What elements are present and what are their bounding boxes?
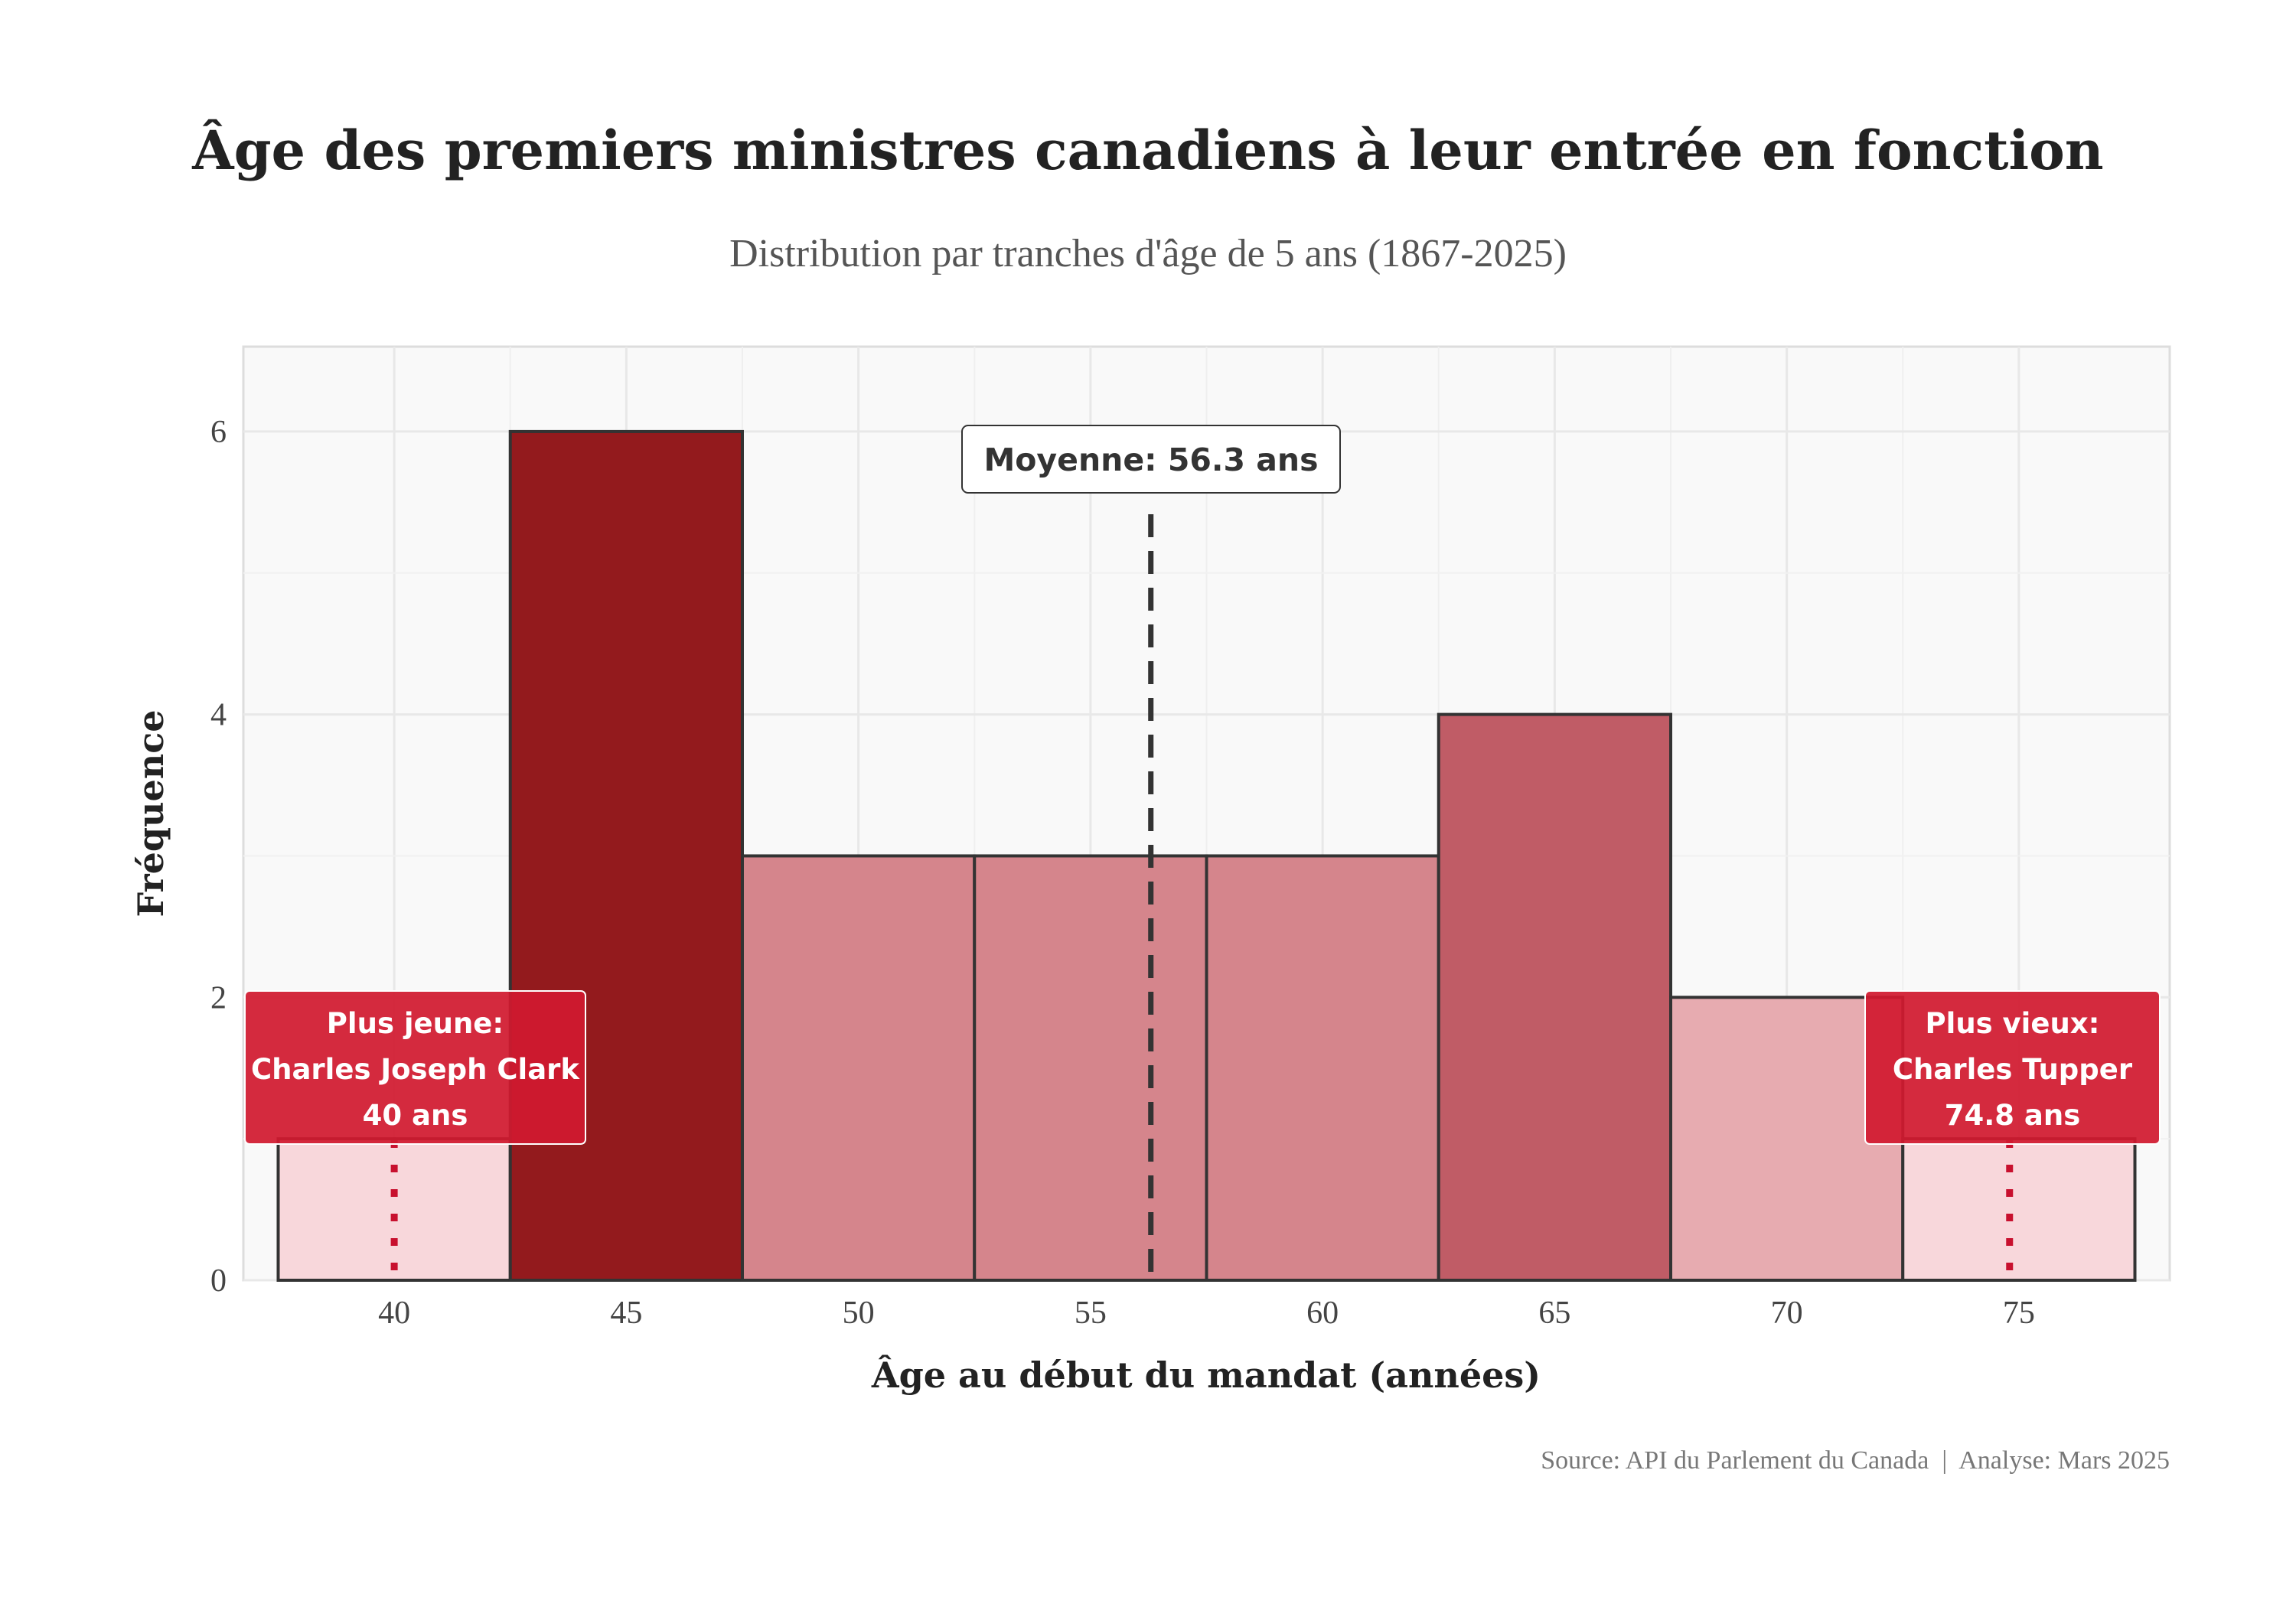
x-tick-label: 55 xyxy=(1075,1296,1107,1331)
youngest-label-line1: Plus jeune: xyxy=(327,1007,504,1040)
source-caption: Source: API du Parlement du Canada | Ana… xyxy=(1541,1446,2170,1475)
histogram-bar xyxy=(1205,854,1440,1283)
y-tick-label: 6 xyxy=(210,415,227,450)
histogram-bar xyxy=(973,854,1208,1283)
histogram-bar xyxy=(1901,1137,2137,1282)
youngest-label-box xyxy=(244,990,586,1145)
x-tick-label: 50 xyxy=(843,1296,875,1331)
oldest-label-line1: Plus vieux: xyxy=(1926,1007,2100,1040)
x-axis-label: Âge au début du mandat (années) xyxy=(871,1354,1541,1396)
x-tick-label: 65 xyxy=(1538,1296,1570,1331)
youngest-label-line2: Charles Joseph Clark xyxy=(251,1053,580,1086)
histogram-bar xyxy=(1669,996,1905,1282)
oldest-label-line3: 74.8 ans xyxy=(1945,1099,2081,1132)
youngest-label-line3: 40 ans xyxy=(363,1099,468,1132)
y-tick-label: 2 xyxy=(210,980,227,1015)
x-tick-label: 40 xyxy=(378,1296,410,1331)
x-tick-label: 45 xyxy=(610,1296,642,1331)
chart-title: Âge des premiers ministres canadiens à l… xyxy=(192,119,2104,182)
x-tick-labels: 40 45 50 55 60 65 70 75 xyxy=(378,1296,2035,1331)
histogram-bar xyxy=(276,1137,512,1282)
histogram-bars xyxy=(276,429,2137,1283)
chart-subtitle: Distribution par tranches d'âge de 5 ans… xyxy=(729,232,1567,275)
annotations: Moyenne: 56.3 ans Plus jeune: Charles Jose… xyxy=(244,425,2161,1280)
y-tick-label: 4 xyxy=(210,698,227,733)
histogram-bar xyxy=(508,429,744,1283)
histogram-bar xyxy=(740,854,977,1283)
x-tick-label: 75 xyxy=(2003,1296,2035,1331)
mean-label-box xyxy=(961,425,1341,494)
mean-label: Moyenne: 56.3 ans xyxy=(983,442,1318,478)
oldest-label-box xyxy=(1864,990,2161,1145)
x-tick-label: 70 xyxy=(1771,1296,1803,1331)
histogram-bar xyxy=(1437,712,1673,1282)
x-tick-label: 60 xyxy=(1306,1296,1339,1331)
y-tick-label: 0 xyxy=(210,1263,227,1299)
y-tick-labels: 0 2 4 6 xyxy=(210,415,227,1299)
y-axis-label: Fréquence xyxy=(130,710,171,918)
oldest-label-line2: Charles Tupper xyxy=(1893,1053,2133,1086)
